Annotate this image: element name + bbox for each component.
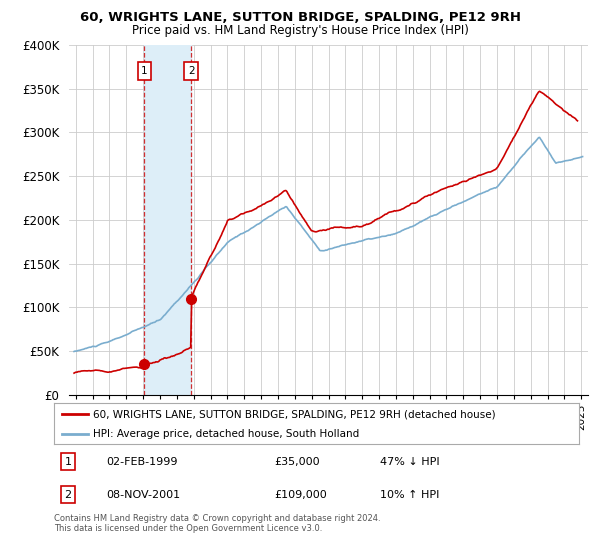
Text: HPI: Average price, detached house, South Holland: HPI: Average price, detached house, Sout… bbox=[94, 429, 359, 439]
Text: 47% ↓ HPI: 47% ↓ HPI bbox=[380, 456, 439, 466]
Text: 60, WRIGHTS LANE, SUTTON BRIDGE, SPALDING, PE12 9RH (detached house): 60, WRIGHTS LANE, SUTTON BRIDGE, SPALDIN… bbox=[94, 409, 496, 419]
Text: 1: 1 bbox=[65, 456, 71, 466]
Text: 10% ↑ HPI: 10% ↑ HPI bbox=[380, 490, 439, 500]
Text: 08-NOV-2001: 08-NOV-2001 bbox=[107, 490, 181, 500]
Text: £35,000: £35,000 bbox=[275, 456, 320, 466]
Text: 2: 2 bbox=[188, 66, 194, 76]
Text: 1: 1 bbox=[141, 66, 148, 76]
Text: £109,000: £109,000 bbox=[275, 490, 327, 500]
Text: 2: 2 bbox=[65, 490, 71, 500]
Text: 02-FEB-1999: 02-FEB-1999 bbox=[107, 456, 178, 466]
Bar bbox=[145, 45, 191, 395]
Text: Price paid vs. HM Land Registry's House Price Index (HPI): Price paid vs. HM Land Registry's House … bbox=[131, 24, 469, 36]
Text: 60, WRIGHTS LANE, SUTTON BRIDGE, SPALDING, PE12 9RH: 60, WRIGHTS LANE, SUTTON BRIDGE, SPALDIN… bbox=[79, 11, 521, 24]
Text: Contains HM Land Registry data © Crown copyright and database right 2024.
This d: Contains HM Land Registry data © Crown c… bbox=[54, 514, 380, 534]
